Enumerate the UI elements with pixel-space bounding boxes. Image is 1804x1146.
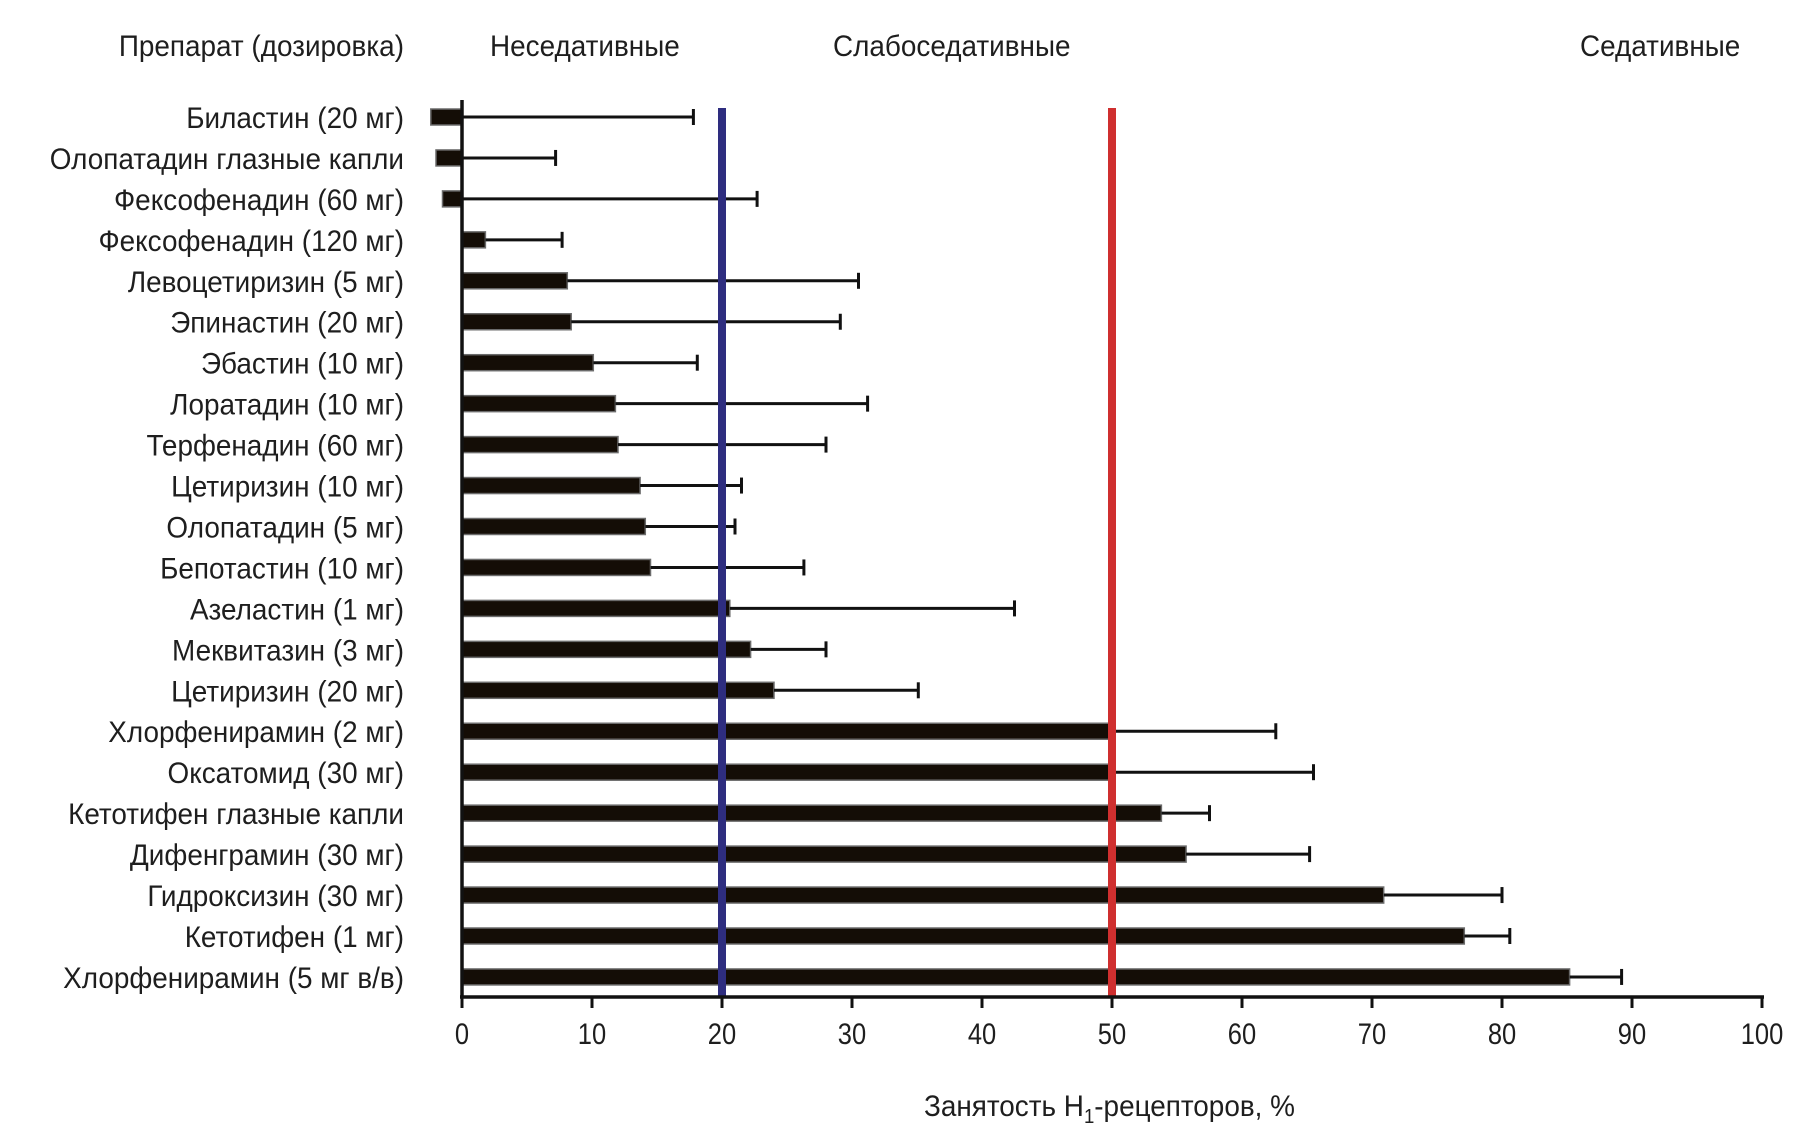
category-header: Препарат (дозировка) bbox=[119, 30, 404, 63]
bar bbox=[461, 272, 569, 290]
bar bbox=[461, 517, 647, 536]
category-label: Хлорфенирамин (2 мг) bbox=[108, 716, 404, 749]
category-label: Цетиризин (20 мг) bbox=[171, 675, 404, 708]
threshold-line-50 bbox=[1108, 108, 1116, 997]
category-label: Лоратадин (10 мг) bbox=[170, 389, 404, 422]
category-label: Дифенграмин (30 мг) bbox=[130, 839, 404, 872]
error-bar bbox=[1112, 764, 1315, 781]
bar bbox=[441, 190, 463, 208]
category-label: Биластин (20 мг) bbox=[186, 102, 404, 135]
bar bbox=[461, 640, 752, 659]
error-bar bbox=[750, 641, 828, 658]
x-tick-label: 40 bbox=[968, 1017, 996, 1050]
category-label: Левоцетиризин (5 мг) bbox=[128, 266, 404, 299]
x-tick-label: 90 bbox=[1618, 1017, 1646, 1050]
bar bbox=[461, 763, 1113, 781]
error-bar bbox=[1112, 723, 1278, 740]
bar bbox=[461, 394, 617, 413]
bar bbox=[461, 804, 1163, 822]
category-label: Терфенадин (60 мг) bbox=[146, 430, 404, 463]
x-axis-label-subscript: 1 bbox=[1084, 1106, 1094, 1128]
zone-label-nonsedating: Неседативные bbox=[490, 30, 680, 63]
error-bar bbox=[462, 109, 695, 125]
bar bbox=[461, 599, 731, 618]
zone-label-sedating: Седативные bbox=[1580, 30, 1740, 63]
x-tick-label: 30 bbox=[838, 1017, 866, 1050]
bar bbox=[461, 476, 641, 495]
bar bbox=[461, 845, 1187, 863]
category-label: Фексофенадин (60 мг) bbox=[114, 184, 404, 217]
error-bar bbox=[650, 559, 806, 576]
x-axis-label-main: Занятость H bbox=[924, 1090, 1084, 1123]
x-tick-label: 50 bbox=[1098, 1017, 1126, 1050]
category-label: Азеластин (1 мг) bbox=[190, 594, 404, 627]
bar bbox=[461, 886, 1385, 904]
category-label: Олопатадин глазные капли bbox=[50, 143, 404, 176]
bar bbox=[435, 149, 463, 167]
error-bar bbox=[1186, 846, 1312, 863]
category-label: Кетотифен (1 мг) bbox=[185, 921, 404, 954]
zone-label-mildly-sedating: Слабоседативные bbox=[833, 30, 1071, 63]
x-tick-label: 100 bbox=[1741, 1017, 1784, 1050]
category-label: Олопатадин (5 мг) bbox=[166, 512, 404, 545]
category-label: Хлорфенирамин (5 мг в/в) bbox=[63, 962, 404, 995]
x-tick-label: 80 bbox=[1488, 1017, 1516, 1050]
bar bbox=[461, 353, 595, 372]
bar bbox=[461, 968, 1571, 986]
category-label: Гидроксизин (30 мг) bbox=[147, 880, 404, 913]
category-label: Меквитазин (3 мг) bbox=[172, 634, 404, 667]
bar bbox=[461, 722, 1113, 740]
x-tick-label: 60 bbox=[1228, 1017, 1256, 1050]
error-bar bbox=[1569, 968, 1624, 985]
x-tick-label: 20 bbox=[708, 1017, 736, 1050]
error-bar bbox=[462, 190, 759, 207]
bar bbox=[430, 108, 463, 126]
error-bar bbox=[729, 600, 1016, 617]
bar bbox=[461, 927, 1466, 945]
bar bbox=[461, 558, 652, 577]
category-label: Эпинастин (20 мг) bbox=[170, 307, 404, 340]
category-label: Эбастин (10 мг) bbox=[201, 348, 404, 381]
error-bar bbox=[1383, 887, 1504, 904]
x-axis-label-rest: -рецепторов, % bbox=[1094, 1090, 1295, 1123]
error-bar bbox=[485, 231, 564, 248]
threshold-line-20 bbox=[718, 108, 726, 997]
error-bar bbox=[615, 395, 870, 412]
error-bar bbox=[567, 272, 860, 289]
x-tick-label: 10 bbox=[578, 1017, 606, 1050]
x-axis-label: Занятость H1-рецепторов, % bbox=[924, 1090, 1295, 1128]
x-tick-label: 70 bbox=[1358, 1017, 1386, 1050]
x-tick-label: 0 bbox=[455, 1017, 469, 1050]
category-label: Кетотифен глазные капли bbox=[68, 798, 404, 831]
error-bar bbox=[1464, 928, 1512, 944]
category-label: Цетиризин (10 мг) bbox=[171, 471, 404, 504]
error-bar bbox=[593, 354, 699, 371]
bar bbox=[461, 435, 619, 454]
bar bbox=[461, 313, 572, 331]
category-label: Оксатомид (30 мг) bbox=[168, 757, 404, 790]
error-bar bbox=[640, 477, 743, 494]
error-bar bbox=[462, 149, 558, 166]
category-label: Бепотастин (10 мг) bbox=[160, 553, 404, 586]
error-bar bbox=[774, 682, 920, 699]
bar bbox=[461, 681, 775, 700]
bar bbox=[461, 231, 487, 249]
category-label: Фексофенадин (120 мг) bbox=[98, 225, 404, 258]
error-bar bbox=[1161, 805, 1211, 822]
error-bar bbox=[571, 313, 842, 330]
